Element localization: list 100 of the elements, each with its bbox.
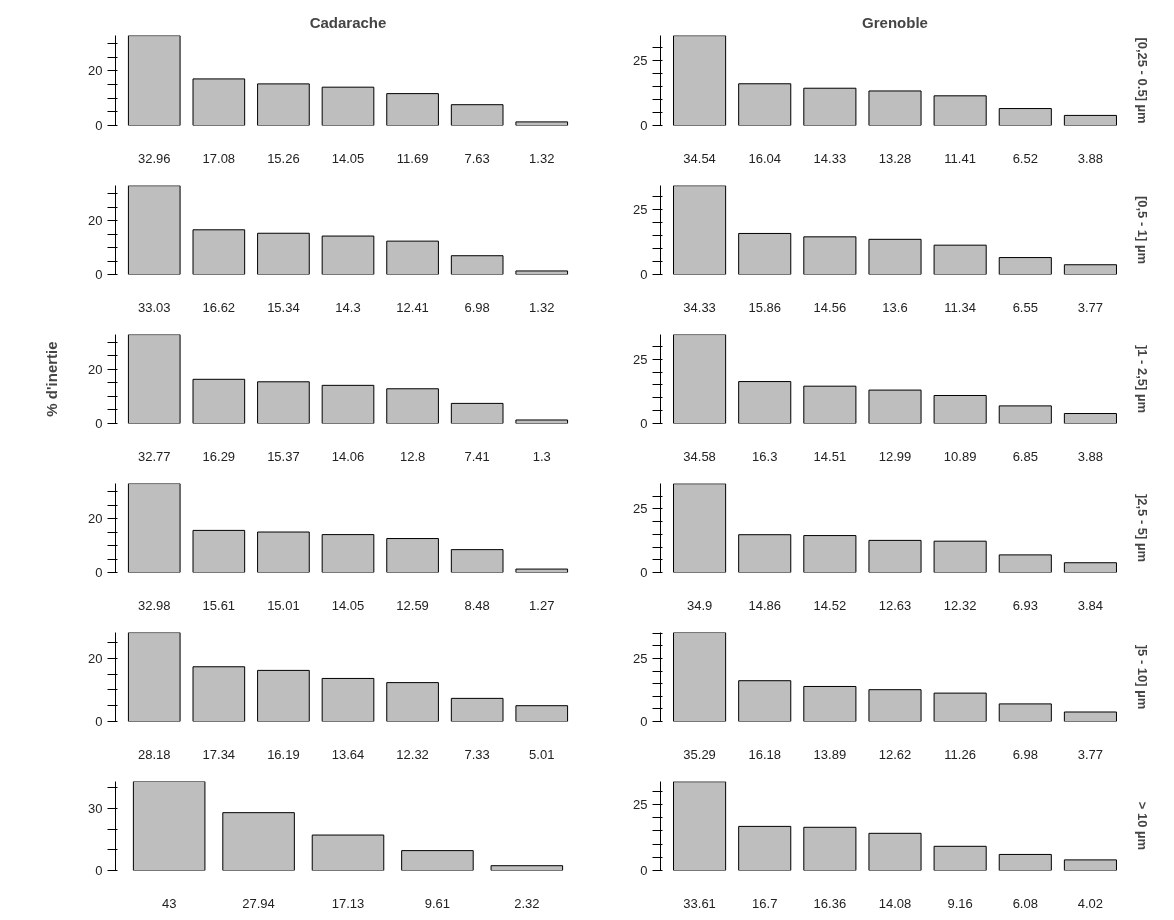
y-tick-label: 20 <box>88 63 103 79</box>
y-axis-title: % d'inertie <box>43 341 61 417</box>
x-tick-label: 14.33 <box>813 150 847 166</box>
y-tick-label: 25 <box>633 501 648 517</box>
x-tick-label: 6.85 <box>1012 448 1038 464</box>
x-tick-label: 32.98 <box>137 597 171 613</box>
x-tick-label: 10.89 <box>943 448 977 464</box>
x-tick-label: 14.06 <box>331 448 365 464</box>
x-tick-label: 11.26 <box>944 746 976 762</box>
x-tick-label: 14.05 <box>331 597 365 613</box>
x-tick-label: 15.34 <box>267 299 300 315</box>
chart-title: Cadarache <box>309 13 387 31</box>
y-tick-label: 0 <box>640 118 648 133</box>
y-tick-label: 25 <box>633 52 648 68</box>
y-tick-label: 20 <box>88 213 103 229</box>
x-tick-label: 33.61 <box>683 895 716 911</box>
x-tick-label: 1.3 <box>532 448 551 464</box>
x-tick-label: 1.27 <box>529 597 555 613</box>
y-tick-label: 30 <box>88 800 103 816</box>
x-tick-label: 12.63 <box>878 597 912 613</box>
y-tick-label: 0 <box>95 863 103 878</box>
x-tick-label: 6.98 <box>1012 746 1038 762</box>
x-tick-label: 14.08 <box>878 895 912 911</box>
x-tick-label: 3.77 <box>1077 299 1104 315</box>
x-tick-label: 1.32 <box>529 150 555 166</box>
x-tick-label: 14.51 <box>813 448 847 464</box>
y-tick-label: 0 <box>640 863 648 878</box>
y2-axis-title: > 10 µm <box>1134 801 1150 851</box>
x-tick-label: 6.52 <box>1012 150 1038 166</box>
x-tick-label: 15.61 <box>202 597 236 613</box>
y-tick-label: 20 <box>88 650 103 666</box>
x-tick-label: 34.33 <box>683 299 716 315</box>
x-tick-label: 35.29 <box>683 746 716 762</box>
y-tick-label: 20 <box>88 511 103 527</box>
x-tick-label: 17.08 <box>202 150 236 166</box>
x-tick-label: 16.18 <box>748 746 781 762</box>
y2-axis-title: ]2,5 - 5] µm <box>1134 493 1150 563</box>
x-tick-label: 5.01 <box>529 746 555 762</box>
y-tick-label: 0 <box>95 416 103 431</box>
y-tick-label: 0 <box>95 714 103 729</box>
y-tick-label: 25 <box>633 351 648 367</box>
y-tick-label: 0 <box>95 118 103 133</box>
x-tick-label: 17.34 <box>202 746 236 762</box>
x-tick-label: 15.86 <box>748 299 781 315</box>
y-tick-label: 0 <box>95 565 103 580</box>
x-tick-label: 1.32 <box>529 299 555 315</box>
x-tick-label: 13.6 <box>882 299 908 315</box>
x-tick-label: 6.93 <box>1012 597 1038 613</box>
y2-axis-title: ]5 - 10] µm <box>1134 644 1150 710</box>
x-tick-label: 9.16 <box>947 895 973 911</box>
x-tick-label: 16.29 <box>202 448 236 464</box>
x-tick-label: 16.36 <box>813 895 847 911</box>
x-tick-label: 7.63 <box>464 150 490 166</box>
x-tick-label: 8.48 <box>464 597 490 613</box>
y2-axis-title: [0,25 - 0.5] µm <box>1134 37 1150 124</box>
x-tick-label: 16.19 <box>267 746 300 762</box>
x-tick-label: 12.32 <box>943 597 977 613</box>
y-tick-label: 0 <box>95 267 103 282</box>
x-tick-label: 12.62 <box>878 746 912 762</box>
x-tick-label: 15.37 <box>267 448 300 464</box>
y-tick-label: 25 <box>633 202 648 218</box>
x-tick-label: 12.32 <box>396 746 429 762</box>
x-tick-label: 15.26 <box>267 150 300 166</box>
x-tick-label: 14.05 <box>331 150 365 166</box>
x-tick-label: 3.77 <box>1077 746 1104 762</box>
x-tick-label: 11.34 <box>944 299 976 315</box>
y2-axis-title: [0,5 - 1] µm <box>1134 195 1150 265</box>
y-tick-label: 0 <box>640 565 648 580</box>
x-tick-label: 6.55 <box>1012 299 1038 315</box>
x-tick-label: 13.28 <box>878 150 912 166</box>
x-tick-label: 16.3 <box>752 448 778 464</box>
x-tick-label: 3.88 <box>1077 150 1104 166</box>
y-tick-label: 20 <box>88 361 103 377</box>
x-tick-label: 12.59 <box>396 597 429 613</box>
y2-axis-title: ]1 - 2,5] µm <box>1134 344 1150 414</box>
x-tick-label: 4.02 <box>1077 895 1104 911</box>
x-tick-label: 15.01 <box>267 597 300 613</box>
x-tick-label: 16.04 <box>748 150 781 166</box>
x-tick-label: 12.41 <box>396 299 429 315</box>
x-tick-label: 3.88 <box>1077 448 1104 464</box>
y-tick-label: 0 <box>640 416 648 431</box>
x-tick-label: 13.89 <box>813 746 847 762</box>
x-tick-label: 17.13 <box>331 895 365 911</box>
x-tick-label: 13.64 <box>331 746 365 762</box>
x-tick-label: 16.62 <box>202 299 236 315</box>
x-tick-label: 28.18 <box>137 746 171 762</box>
x-tick-label: 12.8 <box>399 448 426 464</box>
x-tick-label: 32.77 <box>137 448 171 464</box>
x-tick-label: 12.99 <box>878 448 912 464</box>
x-tick-label: 2.32 <box>514 895 540 911</box>
x-tick-label: 34.54 <box>683 150 716 166</box>
y-tick-label: 25 <box>633 796 648 812</box>
x-tick-label: 34.9 <box>686 597 713 613</box>
y-tick-label: 25 <box>633 650 648 666</box>
x-tick-label: 14.56 <box>813 299 847 315</box>
x-tick-label: 14.52 <box>813 597 847 613</box>
x-tick-label: 14.3 <box>335 299 361 315</box>
x-tick-label: 43 <box>161 895 177 911</box>
x-tick-label: 7.41 <box>464 448 490 464</box>
y-tick-label: 0 <box>640 267 648 282</box>
